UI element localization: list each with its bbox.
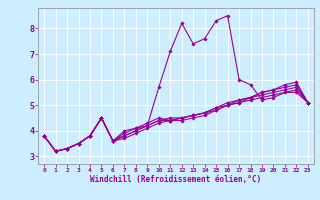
- X-axis label: Windchill (Refroidissement éolien,°C): Windchill (Refroidissement éolien,°C): [91, 175, 261, 184]
